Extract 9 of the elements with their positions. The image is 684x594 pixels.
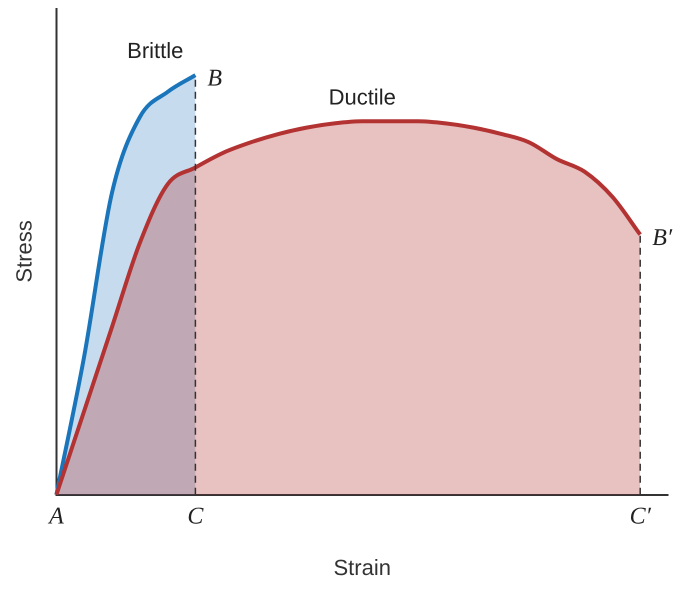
series-label: Brittle: [127, 38, 184, 64]
x-tick-label: A: [47, 504, 64, 530]
x-tick-label: C: [187, 504, 204, 530]
annotation: B′: [652, 224, 673, 251]
x-axis-title: Strain: [333, 554, 391, 580]
annotation: B: [207, 65, 222, 92]
series-label: Ductile: [328, 84, 396, 110]
x-tick-label: C′: [630, 504, 652, 530]
y-axis-title: Stress: [11, 220, 36, 283]
